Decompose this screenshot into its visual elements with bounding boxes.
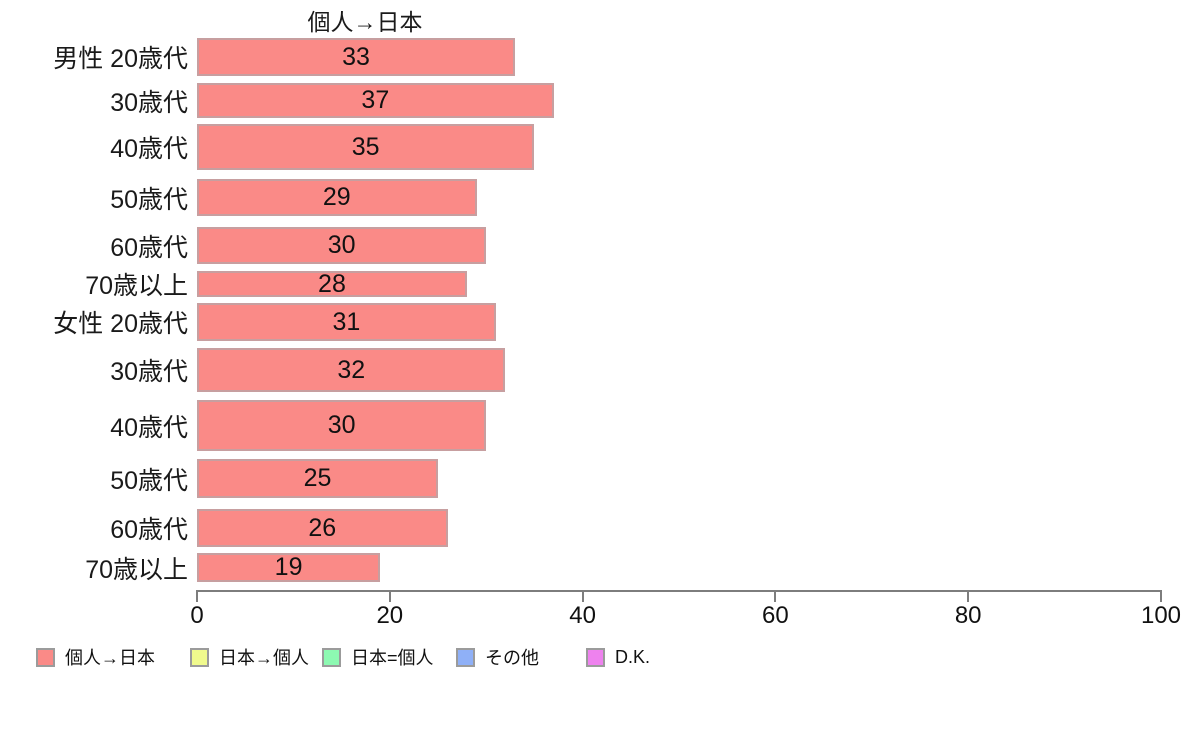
category-label: 70歳以上 <box>85 555 188 584</box>
legend-label: その他 <box>485 648 539 668</box>
x-axis-line <box>197 590 1161 592</box>
bar: 32 <box>197 348 506 392</box>
category-label: 50歳代 <box>110 466 188 495</box>
category-label: 40歳代 <box>110 413 188 442</box>
bar: 25 <box>197 459 438 498</box>
x-axis-tick <box>774 590 777 602</box>
legend-swatch-icon <box>36 647 55 667</box>
legend-item: 日本=個人 <box>322 646 434 668</box>
bar-value-label: 32 <box>337 355 366 384</box>
x-axis-tick-label: 0 <box>190 602 204 629</box>
x-axis-tick <box>581 590 584 602</box>
category-label: 30歳代 <box>110 88 188 117</box>
bar-value-label: 30 <box>327 411 356 439</box>
bar: 26 <box>197 509 448 547</box>
x-axis-tick <box>196 590 198 602</box>
bar-value-label: 29 <box>322 183 351 211</box>
bar-value-label: 25 <box>303 464 332 492</box>
bar-value-label: 33 <box>342 42 370 71</box>
bar-value-label: 26 <box>308 513 337 542</box>
bar: 29 <box>197 179 477 216</box>
legend-item: 日本→個人 <box>190 646 309 668</box>
category-label: 60歳代 <box>110 516 188 544</box>
legend-label: D.K. <box>615 646 651 667</box>
legend-item: その他 <box>456 646 539 668</box>
bar: 33 <box>197 38 516 76</box>
x-axis-tick-label: 40 <box>569 602 596 629</box>
bar-value-label: 31 <box>332 307 361 336</box>
category-label: 40歳代 <box>110 135 188 163</box>
bar-value-label: 35 <box>351 132 380 161</box>
legend-swatch-icon <box>586 647 605 667</box>
bar-value-label: 19 <box>274 553 303 581</box>
bar: 31 <box>197 303 496 341</box>
bar-value-label: 28 <box>318 269 346 298</box>
bar: 30 <box>197 400 487 451</box>
legend-swatch-icon <box>322 647 341 667</box>
bar: 19 <box>197 553 381 582</box>
category-label: 70歳以上 <box>85 272 188 300</box>
x-axis-tick-label: 60 <box>762 602 789 629</box>
category-label: 女性 20歳代 <box>53 310 188 338</box>
legend-label: 日本→個人 <box>219 648 309 668</box>
category-label: 男性 20歳代 <box>53 45 188 73</box>
x-axis-tick <box>967 590 970 602</box>
bar: 35 <box>197 124 535 170</box>
x-axis-tick-label: 80 <box>954 602 982 629</box>
bar: 28 <box>197 271 467 297</box>
legend-item: D.K. <box>586 646 650 668</box>
category-label: 50歳代 <box>110 185 188 214</box>
bar-value-label: 30 <box>327 231 356 259</box>
bar-value-label: 37 <box>361 86 390 114</box>
category-label: 60歳代 <box>110 233 188 262</box>
x-axis-tick <box>1160 590 1162 602</box>
legend-swatch-icon <box>190 647 209 667</box>
category-label: 30歳代 <box>110 358 188 386</box>
legend-item: 個人→日本 <box>36 646 155 668</box>
legend-swatch-icon <box>456 647 475 667</box>
legend-label: 日本=個人 <box>351 648 434 668</box>
x-axis-tick-label: 100 <box>1140 602 1182 629</box>
x-axis-tick <box>388 590 391 602</box>
bar: 37 <box>197 83 554 118</box>
chart-title: 個人→日本 <box>307 9 423 35</box>
x-axis-tick-label: 20 <box>376 602 404 629</box>
legend-label: 個人→日本 <box>65 648 155 668</box>
bar: 30 <box>197 227 487 264</box>
